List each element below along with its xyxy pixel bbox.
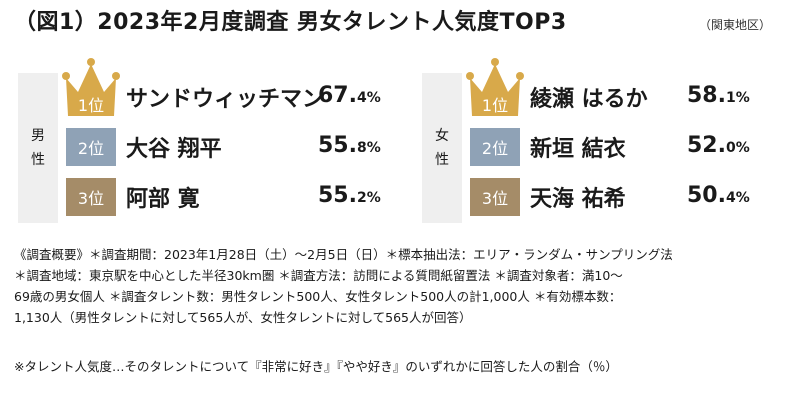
gold-crown-icon: 1位	[466, 57, 524, 116]
note-line: 1,130人（男性タレントに対して565人が、女性タレントに対して565人が回答…	[14, 310, 472, 325]
rank-badge: 2位	[66, 127, 116, 166]
gold-crown-icon: 1位	[62, 57, 120, 116]
talent-name: サンドウィッチマン	[126, 86, 325, 112]
rank-row: 3位 天海 祐希	[462, 173, 626, 220]
popularity-value: 55.2%	[318, 183, 381, 208]
rank-label: 1位	[481, 95, 509, 115]
rank-row: 2位 大谷 翔平	[58, 123, 222, 170]
rank-label: 1位	[77, 95, 105, 115]
popularity-value: 58.1%	[687, 83, 750, 108]
talent-name: 大谷 翔平	[126, 136, 222, 162]
region-label: （関東地区）	[698, 18, 771, 32]
popularity-value: 50.4%	[687, 183, 750, 208]
rank-label: 2位	[77, 138, 105, 158]
popularity-value: 55.8%	[318, 133, 381, 158]
male-panel: 男 性 1位 サンドウィッチマン 67.4% 2位 大谷 翔平 55.8% 3位…	[18, 57, 393, 227]
note-line: 《調査概要》＊調査期間：2023年1月28日（土）〜2月5日（日）＊標本抽出法：…	[14, 247, 673, 262]
group-label-female: 女 性	[422, 73, 462, 223]
talent-name: 新垣 結衣	[530, 136, 626, 162]
rank-badge: 2位	[470, 127, 520, 166]
rank-label: 3位	[77, 188, 105, 208]
rank-badge: 3位	[470, 177, 520, 216]
talent-name: 綾瀬 はるか	[530, 86, 648, 112]
talent-name: 天海 祐希	[530, 186, 626, 212]
rank-row: 3位 阿部 寛	[58, 173, 200, 220]
rank-row: 1位 サンドウィッチマン	[58, 57, 325, 120]
popularity-value: 52.0%	[687, 133, 750, 158]
note-line: ＊調査地域：東京駅を中心とした半径30km圏 ＊調査方法：訪問による質問紙留置法…	[14, 268, 623, 283]
footnote: ※タレント人気度…そのタレントについて『非常に好き』『やや好き』のいずれかに回答…	[14, 359, 618, 374]
group-label-male: 男 性	[18, 73, 58, 223]
rank-label: 2位	[481, 138, 509, 158]
rank-label: 3位	[481, 188, 509, 208]
female-panel: 女 性 1位 綾瀬 はるか 58.1% 2位 新垣 結衣 52.0% 3位 天海…	[422, 57, 772, 227]
talent-name: 阿部 寛	[126, 186, 200, 212]
rank-row: 2位 新垣 結衣	[462, 123, 626, 170]
survey-notes: 《調査概要》＊調査期間：2023年1月28日（土）〜2月5日（日）＊標本抽出法：…	[14, 244, 774, 328]
note-line: 69歳の男女個人 ＊調査タレント数：男性タレント500人、女性タレント500人の…	[14, 289, 622, 304]
rank-row: 1位 綾瀬 はるか	[462, 57, 648, 120]
rank-badge: 3位	[66, 177, 116, 216]
page-title: （図1）2023年2月度調査 男女タレント人気度TOP3	[14, 10, 567, 35]
popularity-value: 67.4%	[318, 83, 381, 108]
